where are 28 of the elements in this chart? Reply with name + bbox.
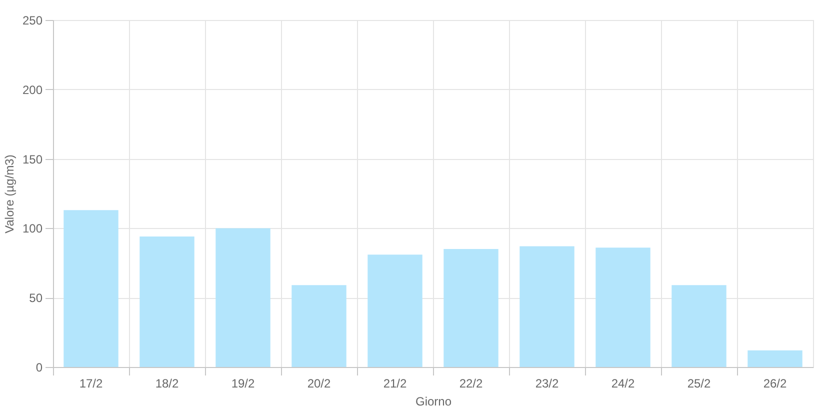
- x-tick-label: 25/2: [687, 376, 711, 390]
- y-tick-label: 250: [22, 14, 43, 28]
- bar: [292, 285, 346, 367]
- bar: [748, 350, 802, 367]
- bar: [140, 236, 194, 367]
- y-tick-label: 100: [22, 222, 43, 236]
- y-tick-label: 0: [36, 360, 43, 374]
- x-tick-label: 22/2: [459, 376, 483, 390]
- y-axis-title: Valore (µg/m3): [2, 154, 16, 234]
- x-axis-title: Giorno: [415, 394, 452, 408]
- x-tick-label: 19/2: [231, 376, 255, 390]
- x-tick-label: 18/2: [155, 376, 179, 390]
- y-tick-label: 50: [29, 291, 43, 306]
- x-tick-label: 20/2: [307, 376, 331, 390]
- bar: [520, 246, 574, 367]
- bar: [672, 285, 726, 367]
- x-tick-label: 17/2: [79, 376, 103, 390]
- y-tick-label: 200: [22, 82, 43, 97]
- y-tick-label: 150: [22, 152, 43, 166]
- bar: [368, 254, 422, 367]
- bar: [596, 248, 650, 367]
- bar: [216, 228, 270, 367]
- x-tick-label: 26/2: [763, 376, 787, 390]
- bar: [64, 210, 118, 367]
- bar: [444, 249, 498, 367]
- x-tick-label: 24/2: [611, 376, 635, 390]
- x-tick-label: 23/2: [535, 376, 559, 390]
- x-tick-label: 21/2: [383, 376, 407, 390]
